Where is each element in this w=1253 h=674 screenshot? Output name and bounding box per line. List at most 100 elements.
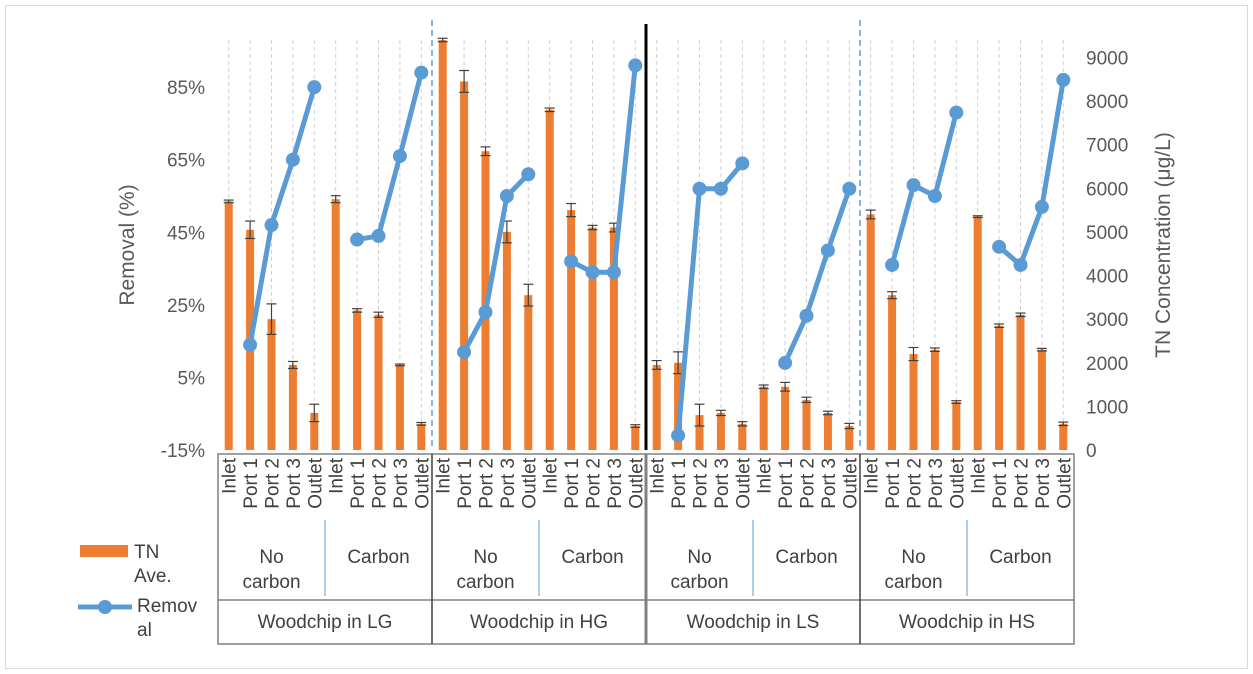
group-label: Woodchip in LG (258, 612, 393, 633)
removal-point (457, 345, 472, 360)
port-label: Inlet (862, 457, 883, 494)
port-label: Port 1 (455, 458, 476, 509)
bar-tn (588, 227, 597, 450)
port-label: Port 3 (1033, 458, 1054, 509)
bar-tn (438, 40, 447, 450)
removal-point (949, 105, 964, 120)
bar-tn (353, 310, 362, 450)
legend-label-tn: Ave. (134, 566, 172, 587)
removal-point (778, 355, 793, 370)
removal-point (564, 254, 579, 269)
y2-tick-label: 6000 (1086, 179, 1128, 200)
subgroup-label: carbon (884, 572, 942, 593)
removal-point (671, 428, 686, 443)
y2-tick-label: 9000 (1086, 48, 1128, 69)
removal-point (885, 257, 900, 272)
bar-tn (224, 201, 233, 450)
removal-line (356, 72, 424, 243)
removal-line (569, 65, 638, 275)
removal-point (285, 152, 300, 167)
port-label: Port 1 (669, 458, 690, 509)
port-label: Inlet (541, 457, 562, 494)
subgroup-label: Carbon (989, 547, 1051, 568)
legend-label-tn: TN (134, 542, 159, 563)
port-label: Port 2 (370, 458, 391, 509)
port-label: Inlet (327, 457, 348, 494)
bar-tn (823, 412, 832, 450)
bar-tn (674, 362, 683, 450)
port-label: Port 1 (776, 458, 797, 509)
port-label: Outlet (733, 457, 754, 508)
y2-tick-label: 0 (1086, 441, 1097, 462)
port-label: Port 3 (819, 458, 840, 509)
port-label: Outlet (626, 457, 647, 508)
port-label: Port 2 (798, 458, 819, 509)
bar-tn (331, 199, 340, 450)
legend-swatch-point (98, 600, 112, 614)
removal-point (927, 189, 942, 204)
port-label: Port 3 (284, 458, 305, 509)
port-label: Port 3 (605, 458, 626, 509)
removal-point (264, 218, 279, 233)
subgroup-label: No (901, 547, 925, 568)
bar-tn (802, 399, 811, 450)
removal-point (992, 239, 1007, 254)
y2-tick-label: 2000 (1086, 354, 1128, 375)
legend-label-removal: Remov (137, 596, 198, 617)
y-tick-label: 45% (167, 223, 205, 244)
port-label: Port 2 (905, 458, 926, 509)
port-label: Outlet (1054, 457, 1075, 508)
removal-point (735, 156, 750, 171)
removal-line (997, 79, 1066, 268)
bar-tn (267, 319, 276, 450)
y-tick-label: 85% (167, 78, 205, 99)
bar-tn (759, 386, 768, 450)
bar-tn (460, 81, 469, 451)
bar-tn (1037, 349, 1046, 450)
port-label: Port 2 (1012, 458, 1033, 509)
bar-tn (652, 364, 661, 450)
bar-tn (567, 210, 576, 450)
y2-tick-label: 3000 (1086, 310, 1128, 331)
subgroup-label: No (687, 547, 711, 568)
group-label: Woodchip in LS (687, 612, 820, 633)
removal-point (628, 58, 643, 73)
subgroup-label: carbon (242, 572, 300, 593)
port-label: Port 2 (263, 458, 284, 509)
bar-tn (973, 216, 982, 450)
bar-tn (545, 109, 554, 450)
bar-tn (609, 227, 618, 450)
y-tick-label: 25% (167, 296, 205, 317)
group-label: Woodchip in HG (470, 612, 608, 633)
y2-tick-label: 1000 (1086, 397, 1128, 418)
port-label: Port 2 (691, 458, 712, 509)
y-tick-label: 5% (178, 368, 206, 389)
y2-tick-label: 4000 (1086, 267, 1128, 288)
y-tick-label: 65% (167, 151, 205, 172)
bar-tn (695, 415, 704, 450)
subgroup-label: No (473, 547, 497, 568)
y2-tick-label: 7000 (1086, 136, 1128, 157)
bar-tn (716, 412, 725, 450)
bar-tn (1016, 314, 1025, 450)
y-tick-label: -15% (161, 441, 205, 462)
removal-point (350, 232, 365, 247)
removal-point (1013, 257, 1028, 272)
subgroup-label: Carbon (347, 547, 409, 568)
removal-line (247, 86, 317, 346)
bar-tn (1059, 423, 1068, 450)
bar-tn (781, 386, 790, 450)
removal-line (461, 172, 531, 354)
removal-point (521, 167, 536, 182)
subgroup-label: Carbon (561, 547, 623, 568)
port-label: Inlet (220, 457, 241, 494)
bar-tn (738, 423, 747, 450)
removal-point (692, 181, 707, 196)
port-label: Inlet (969, 457, 990, 494)
bar-tn (374, 314, 383, 450)
removal-line (889, 111, 959, 266)
legend-label-removal: al (137, 620, 152, 641)
removal-point (842, 181, 857, 196)
